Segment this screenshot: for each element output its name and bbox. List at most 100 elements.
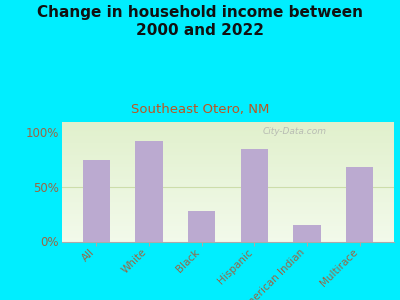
Bar (62, 236, 394, 237)
Bar (62, 153, 394, 154)
Bar (62, 237, 394, 238)
Bar (62, 150, 394, 152)
Bar (62, 224, 394, 225)
Bar (62, 197, 394, 198)
Bar (62, 131, 394, 132)
Bar (62, 123, 394, 124)
Bar (62, 234, 394, 236)
Bar (62, 128, 394, 129)
Bar (62, 227, 394, 228)
Bar (62, 186, 394, 188)
Bar (62, 136, 394, 137)
Bar (62, 184, 394, 185)
Bar (62, 178, 394, 179)
Bar (62, 215, 394, 216)
Bar (62, 152, 394, 153)
Bar (62, 179, 394, 180)
Bar (62, 167, 394, 168)
Bar (62, 231, 394, 232)
Bar (62, 126, 394, 128)
Bar (62, 209, 394, 210)
Bar (62, 207, 394, 208)
Text: Southeast Otero, NM: Southeast Otero, NM (131, 103, 269, 116)
Bar (62, 164, 394, 165)
Bar (62, 159, 394, 160)
Bar (62, 166, 394, 167)
Bar (82, 160, 110, 242)
Bar (62, 147, 394, 148)
Bar (62, 140, 394, 141)
Bar (62, 177, 394, 178)
Bar (62, 210, 394, 211)
Text: City-Data.com: City-Data.com (262, 127, 326, 136)
Bar (62, 216, 394, 217)
Bar (62, 132, 394, 134)
Bar (62, 191, 394, 192)
Bar (62, 183, 394, 184)
Bar (62, 137, 394, 138)
Bar (62, 158, 394, 159)
Bar (62, 146, 394, 147)
Bar (62, 124, 394, 125)
Bar (62, 190, 394, 191)
Bar (62, 201, 394, 202)
Bar (62, 174, 394, 175)
Bar (241, 149, 268, 242)
Bar (62, 232, 394, 233)
Bar (62, 206, 394, 207)
Bar (62, 148, 394, 149)
Bar (62, 213, 394, 214)
Bar (62, 165, 394, 166)
Bar (62, 212, 394, 213)
Bar (62, 134, 394, 135)
Bar (62, 219, 394, 220)
Bar (62, 155, 394, 156)
Bar (62, 202, 394, 203)
Bar (62, 162, 394, 164)
Bar (62, 230, 394, 231)
Bar (62, 196, 394, 197)
Bar (62, 238, 394, 239)
Text: Change in household income between
2000 and 2022: Change in household income between 2000 … (37, 4, 363, 38)
Bar (62, 192, 394, 194)
Bar (62, 141, 394, 142)
Bar (62, 198, 394, 200)
Bar (62, 226, 394, 227)
Bar (62, 195, 394, 196)
Bar (62, 144, 394, 145)
Bar (62, 180, 394, 181)
Bar (62, 239, 394, 240)
Bar (62, 218, 394, 219)
Bar (62, 171, 394, 172)
Bar (62, 135, 394, 136)
Bar (346, 167, 374, 242)
Bar (62, 240, 394, 242)
Bar (188, 211, 215, 242)
Bar (62, 129, 394, 130)
Bar (62, 233, 394, 234)
Bar (62, 189, 394, 190)
Bar (62, 176, 394, 177)
Bar (62, 143, 394, 144)
Bar (62, 138, 394, 140)
Bar (62, 188, 394, 189)
Bar (62, 225, 394, 226)
Bar (62, 160, 394, 161)
Bar (62, 204, 394, 206)
Bar (62, 161, 394, 162)
Bar (62, 169, 394, 171)
Bar (62, 173, 394, 174)
Bar (135, 141, 163, 242)
Bar (62, 156, 394, 158)
Bar (62, 200, 394, 201)
Bar (62, 154, 394, 155)
Bar (62, 122, 394, 123)
Bar (62, 149, 394, 150)
Bar (62, 203, 394, 204)
Bar (62, 182, 394, 183)
Bar (62, 222, 394, 224)
Bar (62, 221, 394, 222)
Bar (62, 214, 394, 215)
Bar (62, 208, 394, 209)
Bar (62, 220, 394, 221)
